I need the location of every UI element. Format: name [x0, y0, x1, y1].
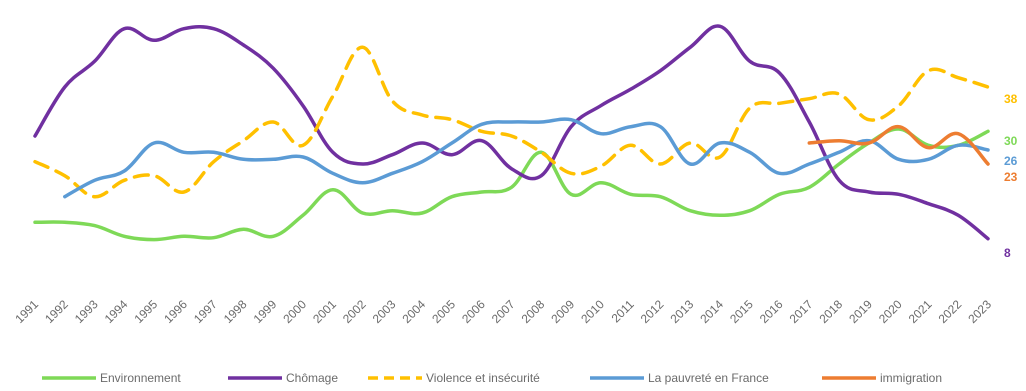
- x-tick-label: 2020: [876, 297, 905, 326]
- series-line-la-pauvrete-en-france: [63, 117, 990, 199]
- x-tick-label: 1993: [72, 297, 101, 326]
- x-tick-label: 2019: [846, 297, 875, 326]
- legend-label-violence-et-insecurite: Violence et insécurité: [426, 371, 540, 385]
- x-tick-label: 2016: [757, 297, 786, 326]
- series-lines: [33, 24, 990, 242]
- x-tick-label: 1996: [161, 297, 190, 326]
- x-tick-label: 2021: [906, 297, 935, 326]
- x-tick-label: 1995: [131, 297, 160, 326]
- x-tick-label: 2023: [965, 297, 994, 326]
- x-tick-label: 1998: [221, 297, 250, 326]
- x-tick-label: 2002: [340, 297, 369, 326]
- x-tick-label: 2004: [399, 297, 428, 326]
- x-tick-label: 2003: [370, 297, 399, 326]
- x-tick-label: 2022: [936, 297, 965, 326]
- series-line-immigration: [807, 124, 990, 166]
- x-tick-label: 2011: [609, 297, 637, 325]
- x-tick-label: 2018: [816, 297, 845, 326]
- x-tick-label: 2015: [727, 297, 756, 326]
- x-tick-label: 2014: [697, 297, 726, 326]
- end-labels: 30 8 38 26 23: [1004, 92, 1018, 260]
- x-tick-label: 2007: [489, 297, 518, 326]
- series-line-environnement: [33, 127, 990, 242]
- x-tick-label: 1991: [12, 297, 41, 326]
- x-tick-label: 2001: [310, 297, 339, 326]
- legend-label-immigration: immigration: [880, 371, 942, 385]
- series-line-violence-et-insecurite: [33, 45, 990, 199]
- x-tick-label: 2013: [668, 297, 697, 326]
- x-tick-label: 2000: [280, 297, 309, 326]
- legend-label-la-pauvrete-en-france: La pauvreté en France: [648, 371, 769, 385]
- x-axis-ticks: 1991 1992 1993 1994 1995 1996 1997 1998 1999 2000…: [12, 297, 994, 326]
- legend-label-chomage: Chômage: [286, 371, 338, 385]
- x-tick-label: 2017: [787, 297, 816, 326]
- x-tick-label: 2006: [459, 297, 488, 326]
- end-label-chomage: 8: [1004, 246, 1011, 260]
- x-tick-label: 2010: [578, 297, 607, 326]
- end-label-environnement: 30: [1004, 134, 1018, 148]
- x-tick-label: 1997: [191, 297, 220, 326]
- x-tick-label: 2008: [519, 297, 548, 326]
- end-label-immigration: 23: [1004, 170, 1018, 184]
- x-tick-label: 2012: [638, 297, 667, 326]
- x-tick-label: 1994: [102, 297, 131, 326]
- x-tick-label: 1999: [251, 297, 280, 326]
- x-tick-label: 1992: [42, 297, 71, 326]
- legend-label-environnement: Environnement: [100, 371, 181, 385]
- end-label-la-pauvrete-en-france: 26: [1004, 154, 1018, 168]
- x-tick-label: 2009: [548, 297, 577, 326]
- legend: Environnement Chômage Violence et insécuri…: [42, 371, 942, 385]
- series-line-chomage: [33, 24, 990, 241]
- x-tick-label: 2005: [429, 297, 458, 326]
- end-label-violence-et-insecurite: 38: [1004, 92, 1018, 106]
